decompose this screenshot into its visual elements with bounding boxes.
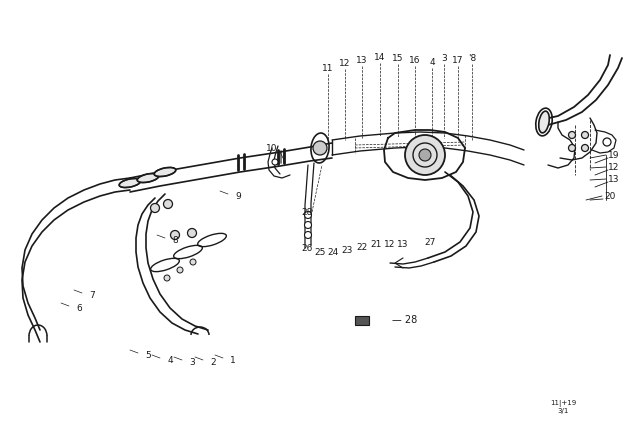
- Text: 23: 23: [341, 246, 353, 254]
- Text: 5: 5: [145, 350, 151, 359]
- Text: 28: 28: [301, 207, 313, 216]
- Circle shape: [582, 145, 589, 151]
- Circle shape: [177, 267, 183, 273]
- Text: 4: 4: [429, 57, 435, 66]
- Text: 27: 27: [424, 237, 436, 246]
- Circle shape: [272, 159, 278, 165]
- Text: 7: 7: [89, 290, 95, 300]
- Text: 15: 15: [392, 53, 404, 63]
- Text: 13: 13: [397, 240, 409, 249]
- Ellipse shape: [137, 173, 159, 182]
- Text: 6: 6: [76, 303, 82, 313]
- Circle shape: [190, 259, 196, 265]
- Text: 20: 20: [604, 191, 616, 201]
- Text: 2: 2: [210, 358, 216, 366]
- Text: 22: 22: [356, 242, 367, 251]
- Text: 1: 1: [230, 356, 236, 365]
- Text: — 28: — 28: [392, 315, 417, 325]
- Text: 3: 3: [189, 358, 195, 366]
- Text: 4: 4: [167, 356, 173, 365]
- Text: 10: 10: [266, 143, 278, 152]
- Text: 25: 25: [314, 247, 326, 257]
- Circle shape: [568, 132, 575, 138]
- Circle shape: [150, 203, 159, 212]
- Circle shape: [313, 141, 327, 155]
- Text: 11|+19
3/1: 11|+19 3/1: [550, 400, 576, 414]
- Circle shape: [305, 221, 312, 228]
- Text: 17: 17: [452, 56, 464, 65]
- Text: 14: 14: [374, 52, 386, 61]
- Circle shape: [582, 132, 589, 138]
- Circle shape: [188, 228, 196, 237]
- Ellipse shape: [154, 168, 176, 177]
- Text: 16: 16: [409, 56, 420, 65]
- Text: 13: 13: [608, 175, 620, 184]
- Circle shape: [305, 211, 312, 219]
- Ellipse shape: [539, 111, 549, 133]
- Circle shape: [170, 231, 179, 240]
- Text: 13: 13: [356, 56, 368, 65]
- Text: 11: 11: [323, 64, 333, 73]
- Text: 26: 26: [301, 244, 313, 253]
- Text: 12: 12: [608, 163, 620, 172]
- Ellipse shape: [119, 178, 141, 188]
- Circle shape: [419, 149, 431, 161]
- Text: 9: 9: [235, 191, 241, 201]
- Circle shape: [568, 145, 575, 151]
- Text: 3: 3: [441, 53, 447, 63]
- Text: 12: 12: [384, 240, 396, 249]
- Text: 24: 24: [328, 247, 339, 257]
- Text: 8: 8: [172, 236, 178, 245]
- Text: 19: 19: [608, 151, 620, 159]
- Text: 12: 12: [339, 59, 351, 68]
- Text: '8: '8: [468, 53, 476, 63]
- Text: 21: 21: [371, 240, 381, 249]
- Circle shape: [163, 199, 173, 208]
- FancyBboxPatch shape: [355, 316, 369, 325]
- Circle shape: [164, 275, 170, 281]
- Circle shape: [405, 135, 445, 175]
- Circle shape: [305, 232, 312, 238]
